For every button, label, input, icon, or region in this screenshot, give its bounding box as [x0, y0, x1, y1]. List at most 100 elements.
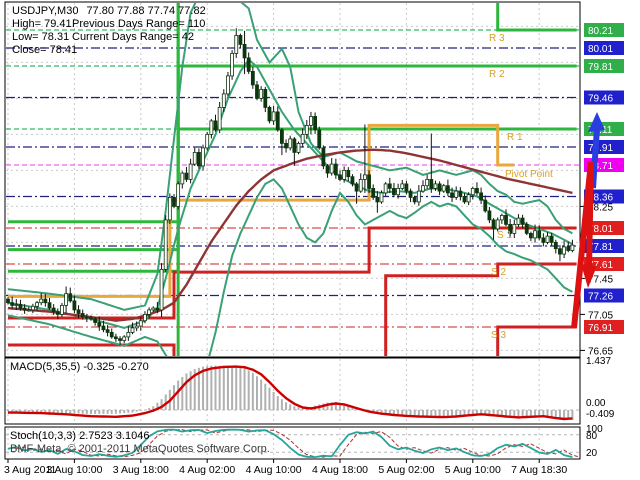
macd-scale-label: 0.00 [586, 398, 606, 409]
macd-scale-label: -0.409 [586, 409, 615, 420]
candle-body [209, 120, 214, 135]
price-flag-79.81 [584, 59, 624, 73]
candle-body [375, 196, 380, 203]
candle-body [441, 185, 446, 192]
grid-lines [6, 3, 579, 458]
symbol-timeframe: USDJPY,M30 [12, 5, 78, 17]
down-arrow-annotation[interactable] [571, 161, 597, 329]
candle-body [462, 196, 467, 203]
prev-high: High= 79.41 [12, 18, 72, 30]
candle-body [392, 187, 396, 196]
candle-body [537, 230, 542, 239]
candle-body [217, 107, 222, 131]
candle-body [508, 223, 513, 234]
candle-body [408, 190, 413, 198]
candle-body [118, 338, 122, 341]
candle-body [549, 235, 554, 243]
s3-label: S 3 [491, 330, 506, 341]
candle-body [97, 322, 102, 327]
candle-body [47, 302, 52, 309]
candle-body [246, 57, 251, 72]
candle-body [545, 235, 550, 243]
candle-body [72, 300, 77, 311]
candle-body [250, 71, 255, 86]
candle-body [333, 163, 338, 176]
prev-close: Close= 78.41 [12, 44, 77, 56]
macd-panel[interactable] [4, 357, 581, 425]
candle-body [350, 176, 355, 185]
candle-body [309, 116, 313, 126]
candle-body [159, 268, 164, 311]
macd-plot [6, 365, 579, 421]
candle-body [383, 183, 388, 194]
candle-body [321, 147, 326, 167]
slow-ma-line [7, 148, 573, 322]
price-flag-80.01 [584, 41, 624, 55]
candle-body [255, 84, 259, 99]
candle-body [242, 44, 247, 59]
price-flag-79.46 [584, 90, 624, 105]
candle-body [487, 210, 492, 221]
candle-body [362, 174, 367, 180]
candle-body [367, 174, 371, 189]
candle-body [371, 187, 376, 198]
candle-body [89, 317, 93, 320]
price-flag-text: 77.26 [588, 292, 613, 303]
candle-body [22, 307, 27, 311]
price-flag-text: 79.81 [588, 62, 613, 73]
candle-body [10, 302, 15, 306]
stoch-scale-label: 80 [586, 431, 598, 442]
candle-body [76, 309, 81, 314]
candle-body [60, 304, 64, 315]
candle-body [454, 190, 459, 198]
candle-body [30, 305, 35, 311]
candle-body [122, 336, 127, 341]
candle-body [379, 192, 384, 203]
candle-body [147, 309, 152, 315]
candle-body [466, 194, 471, 203]
bollinger-middle-band [7, 58, 573, 329]
candle-body [192, 151, 197, 165]
time-tick-label: 3 Aug 2011 [4, 464, 57, 476]
candle-body [93, 318, 98, 323]
main-chart-panel[interactable] [4, 1, 581, 358]
candle-body [26, 309, 31, 312]
price-flag-76.91 [584, 320, 624, 334]
time-tick-label: 7 Aug 18:30 [511, 464, 567, 476]
candle-body [483, 199, 488, 212]
candle-body [512, 223, 517, 234]
candle-body [6, 298, 10, 304]
candle-body [566, 246, 571, 251]
candle-body [130, 327, 135, 333]
candle-body [188, 163, 193, 180]
candle-body [55, 311, 60, 315]
candle-body [221, 93, 226, 108]
candle-body [51, 307, 56, 313]
candle-body [516, 217, 521, 225]
prev-low: Low= 78.31 [12, 31, 69, 43]
candle-body [213, 120, 218, 131]
price-flag-78.01 [584, 221, 624, 235]
price-flag-80.21 [584, 23, 624, 37]
candle-body [43, 298, 48, 304]
prev-range: Previous Days Range= 110 [72, 18, 205, 30]
candle-body [80, 313, 85, 318]
red-step-line [8, 343, 176, 356]
s2-label: S 2 [491, 267, 506, 278]
candle-body [167, 196, 172, 221]
r1-label: R 1 [507, 132, 523, 143]
candle-body [404, 183, 409, 192]
candle-body [416, 190, 421, 203]
candle-body [196, 151, 201, 167]
red-step-line [496, 325, 577, 356]
price-flag-text: 80.21 [588, 26, 613, 37]
price-flag-text: 78.01 [588, 224, 613, 235]
candle-body [558, 248, 562, 255]
s1-label: S 1 [497, 230, 512, 241]
candle-body [354, 183, 359, 192]
candle-body [562, 246, 566, 255]
candle-body [68, 293, 73, 302]
